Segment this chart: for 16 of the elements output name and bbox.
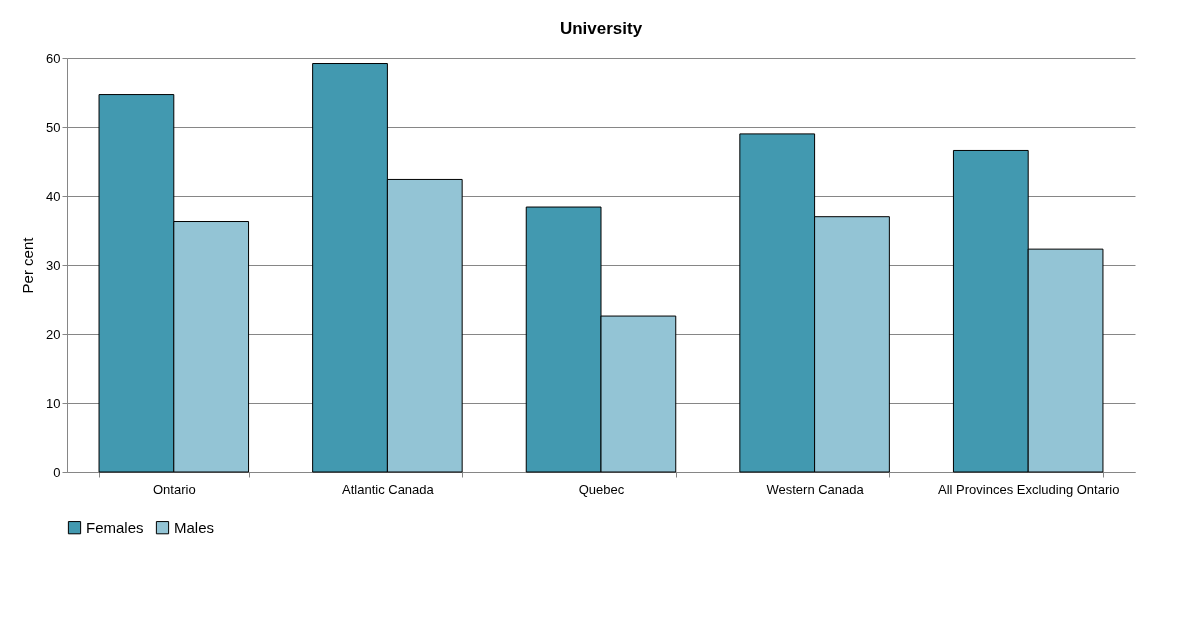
legend-label: Females — [86, 518, 144, 536]
legend-label: Males — [174, 518, 215, 536]
y-tick-label: 30 — [46, 257, 61, 273]
x-tick-label: Quebec — [578, 481, 625, 497]
x-tick-label: Ontario — [152, 481, 196, 497]
y-tick-label: 50 — [46, 119, 61, 135]
y-tick-label: 20 — [46, 326, 61, 342]
y-tick-label: 40 — [46, 188, 61, 204]
chart-title: University — [559, 19, 643, 38]
y-tick-label: 0 — [53, 464, 61, 480]
x-tick-label: Western Canada — [766, 481, 865, 497]
x-tick-label: All Provinces Excluding Ontario — [938, 481, 1120, 497]
y-tick-label: 60 — [46, 50, 61, 66]
x-tick-label: Atlantic Canada — [342, 481, 435, 497]
y-axis-title: Per cent — [19, 236, 37, 294]
y-tick-label: 10 — [46, 395, 61, 411]
